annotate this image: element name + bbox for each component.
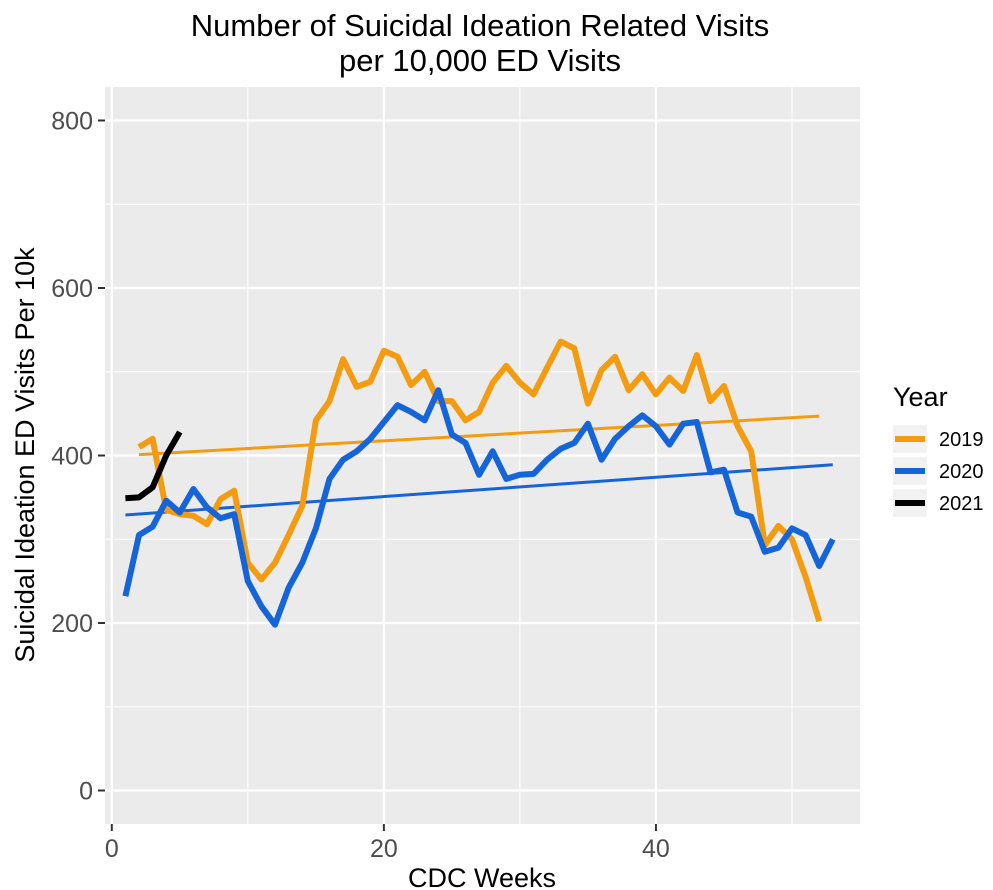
legend-label-2020: 2020: [939, 461, 984, 483]
y-tick-label: 0: [79, 778, 93, 806]
grid-major: [105, 87, 860, 824]
y-axis: 0 200 400 600 800: [51, 108, 105, 806]
chart-title: Number of Suicidal Ideation Related Visi…: [191, 8, 769, 43]
x-tick-label: 40: [642, 835, 670, 863]
series-line-2020: [122, 387, 836, 628]
legend: Year 2019 2020 2021: [893, 382, 984, 517]
y-tick-label: 600: [51, 275, 93, 303]
legend-label-2019: 2019: [939, 429, 984, 451]
x-axis-title: CDC Weeks: [408, 863, 556, 890]
y-tick-label: 800: [51, 108, 93, 136]
x-axis: 0 20 40: [105, 824, 670, 863]
series-line-2021: [125, 430, 183, 502]
legend-items: 2019 2020 2021: [893, 425, 984, 517]
y-tick-label: 200: [51, 610, 93, 638]
y-axis-title: Suicidal Ideation ED Visits Per 10k: [10, 247, 40, 663]
legend-title: Year: [893, 382, 948, 412]
x-tick-label: 0: [105, 835, 119, 863]
series-lines: [122, 338, 836, 628]
trend-line-2019: [138, 414, 820, 457]
y-tick-label: 400: [51, 443, 93, 471]
x-tick-label: 20: [370, 835, 398, 863]
series-line-2019: [137, 338, 823, 623]
legend-label-2021: 2021: [939, 493, 984, 515]
chart-subtitle: per 10,000 ED Visits: [339, 43, 621, 78]
